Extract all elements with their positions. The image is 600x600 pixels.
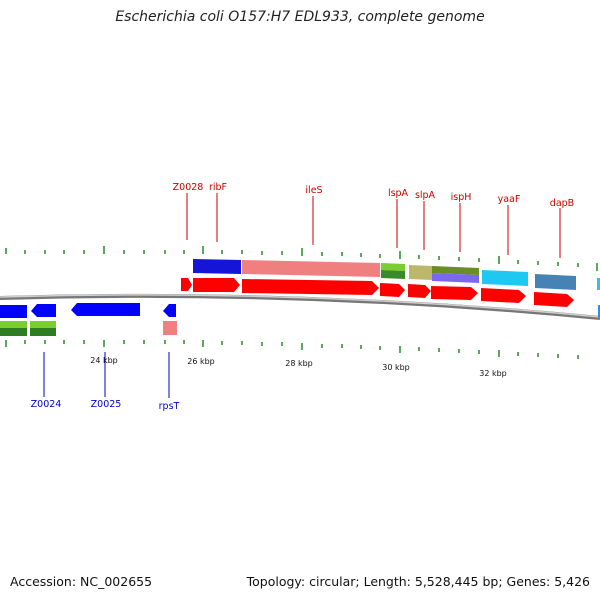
feature-block-edge (597, 278, 600, 290)
genome-backbone-highlight (0, 294, 600, 318)
gene-arrow-slpa[interactable] (408, 284, 431, 298)
map-title: Escherichia coli O157:H7 EDL933, complet… (115, 9, 485, 25)
gene-arrow-z0024[interactable] (31, 304, 56, 317)
gene-label-ribf[interactable]: ribF (209, 182, 227, 193)
gene-arrow-left-edge[interactable] (0, 305, 27, 318)
reverse-feature-blocks (0, 321, 177, 336)
lower-tick-row (5, 340, 579, 359)
feature-block-yaaf[interactable] (482, 270, 528, 286)
gene-label-dapb[interactable]: dapB (550, 198, 574, 209)
gene-arrow-z0025[interactable] (71, 303, 140, 316)
feature-block-left-bottom[interactable] (0, 328, 27, 336)
genome-summary-label: Topology: circular; Length: 5,528,445 bp… (246, 574, 590, 589)
gene-label-z0025[interactable]: Z0025 (91, 399, 122, 410)
scale-label-32kbp: 32 kbp (479, 369, 507, 378)
gene-label-rpst[interactable]: rpsT (159, 401, 180, 412)
gene-arrow-ribf[interactable] (193, 278, 240, 292)
feature-block-isph-top[interactable] (432, 266, 479, 275)
reverse-leaders (43, 352, 170, 398)
scale-label-24kbp: 24 kbp (90, 356, 118, 365)
gene-arrow-yaaf[interactable] (481, 288, 526, 303)
gene-label-slpa[interactable]: slpA (415, 190, 436, 201)
gene-arrow-dapb[interactable] (534, 292, 574, 307)
feature-block-iles[interactable] (242, 260, 380, 277)
accession-label: Accession: NC_002655 (10, 574, 153, 589)
forward-leaders (186, 193, 561, 258)
reverse-labels: Z0024 Z0025 rpsT (31, 399, 180, 412)
gene-arrow-isph[interactable] (431, 286, 478, 300)
feature-block-lspa-top[interactable] (381, 263, 405, 271)
forward-labels: Z0028 ribF ileS lspA slpA ispH yaaF dapB (173, 182, 575, 209)
feature-block-dapb[interactable] (535, 274, 576, 290)
gene-label-iles[interactable]: ileS (305, 185, 322, 196)
gene-label-lspa[interactable]: lspA (388, 188, 409, 199)
feature-block-rpst[interactable] (163, 321, 177, 335)
scale-labels: 24 kbp 26 kbp 28 kbp 30 kbp 32 kbp (90, 356, 507, 378)
reverse-gene-track (0, 303, 600, 318)
feature-block-z0024-top[interactable] (30, 321, 56, 328)
gene-arrow-rpst[interactable] (163, 304, 176, 317)
feature-block-left-top[interactable] (0, 321, 27, 328)
scale-label-26kbp: 26 kbp (187, 357, 215, 366)
genome-backbone (0, 293, 600, 320)
scale-label-28kbp: 28 kbp (285, 359, 313, 368)
feature-block-slpa[interactable] (409, 265, 432, 280)
scale-label-30kbp: 30 kbp (382, 363, 410, 372)
forward-gene-track (181, 278, 574, 307)
gene-arrow-iles[interactable] (242, 279, 379, 295)
feature-block-z0024-bottom[interactable] (30, 328, 56, 336)
upper-tick-row (5, 246, 598, 271)
gene-label-isph[interactable]: ispH (451, 192, 472, 203)
feature-block-isph-bottom[interactable] (432, 273, 479, 283)
forward-feature-blocks (193, 259, 600, 290)
feature-block-ribf[interactable] (193, 259, 241, 274)
gene-arrow-z0028[interactable] (181, 278, 192, 291)
gene-label-z0024[interactable]: Z0024 (31, 399, 62, 410)
gene-label-yaaf[interactable]: yaaF (498, 194, 521, 205)
gene-arrow-lspa[interactable] (380, 283, 405, 297)
feature-block-lspa-bottom[interactable] (381, 270, 405, 279)
gene-label-z0028[interactable]: Z0028 (173, 182, 204, 193)
